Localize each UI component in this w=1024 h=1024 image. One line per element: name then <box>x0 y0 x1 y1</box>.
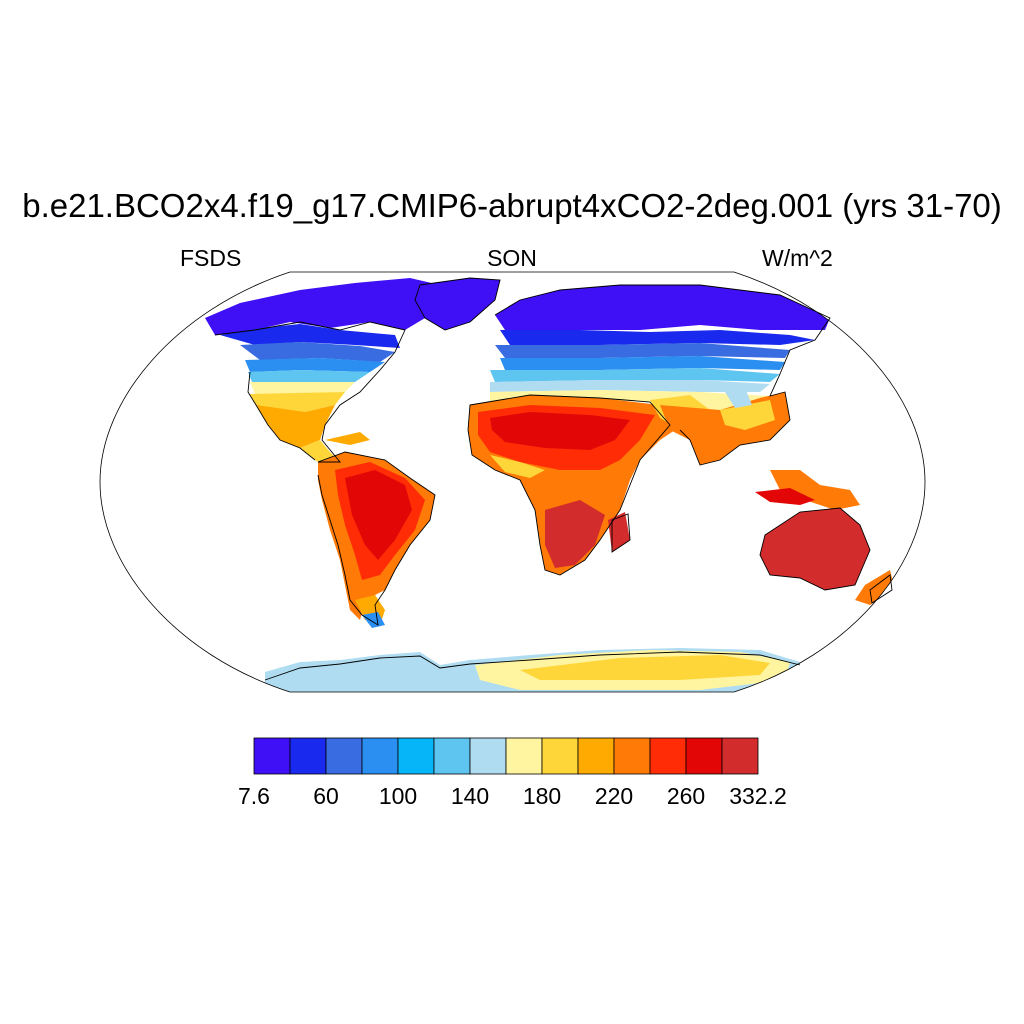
antarctica-field <box>265 648 800 692</box>
season-label: SON <box>487 245 537 271</box>
colorbar-tick-label: 332.2 <box>729 783 787 809</box>
colorbar-swatch <box>361 737 399 775</box>
colorbar-tick-label: 140 <box>451 783 489 809</box>
colorbar-tick-label: 100 <box>379 783 417 809</box>
map-title: b.e21.BCO2x4.f19_g17.CMIP6-abrupt4xCO2-2… <box>22 187 1002 224</box>
colorbar-swatch <box>325 737 363 775</box>
colorbar-swatch <box>469 737 507 775</box>
colorbar-swatch <box>253 737 291 775</box>
colorbar-swatch <box>289 737 327 775</box>
variable-label: FSDS <box>180 245 242 271</box>
colorbar-swatch <box>505 737 543 775</box>
coastlines <box>214 277 893 681</box>
colorbar-swatch <box>721 737 759 775</box>
africa-field <box>468 395 710 575</box>
units-label: W/m^2 <box>762 245 833 271</box>
colorbar-swatch <box>577 737 615 775</box>
south-america-field <box>318 452 435 628</box>
colorbar-swatch <box>433 737 471 775</box>
colorbar <box>253 737 759 775</box>
greenland-field <box>415 278 500 330</box>
colorbar-tick-label: 7.6 <box>238 783 270 809</box>
south-east-asia-field <box>660 388 860 510</box>
colorbar-swatch <box>613 737 651 775</box>
colorbar-swatch <box>685 737 723 775</box>
land-fields <box>205 278 895 692</box>
globe-outline <box>99 271 926 693</box>
eurasia-field <box>490 285 830 412</box>
north-america-field <box>205 278 440 470</box>
colorbar-tick-label: 180 <box>523 783 561 809</box>
colorbar-swatch <box>649 737 687 775</box>
colorbar-tick-label: 260 <box>667 783 705 809</box>
australia-field <box>760 508 895 605</box>
colorbar-tick-labels: 7.6 60 100 140 180 220 260 332.2 <box>238 783 787 809</box>
colorbar-swatch <box>397 737 435 775</box>
colorbar-swatch <box>541 737 579 775</box>
colorbar-tick-label: 220 <box>595 783 633 809</box>
colorbar-tick-label: 60 <box>313 783 339 809</box>
